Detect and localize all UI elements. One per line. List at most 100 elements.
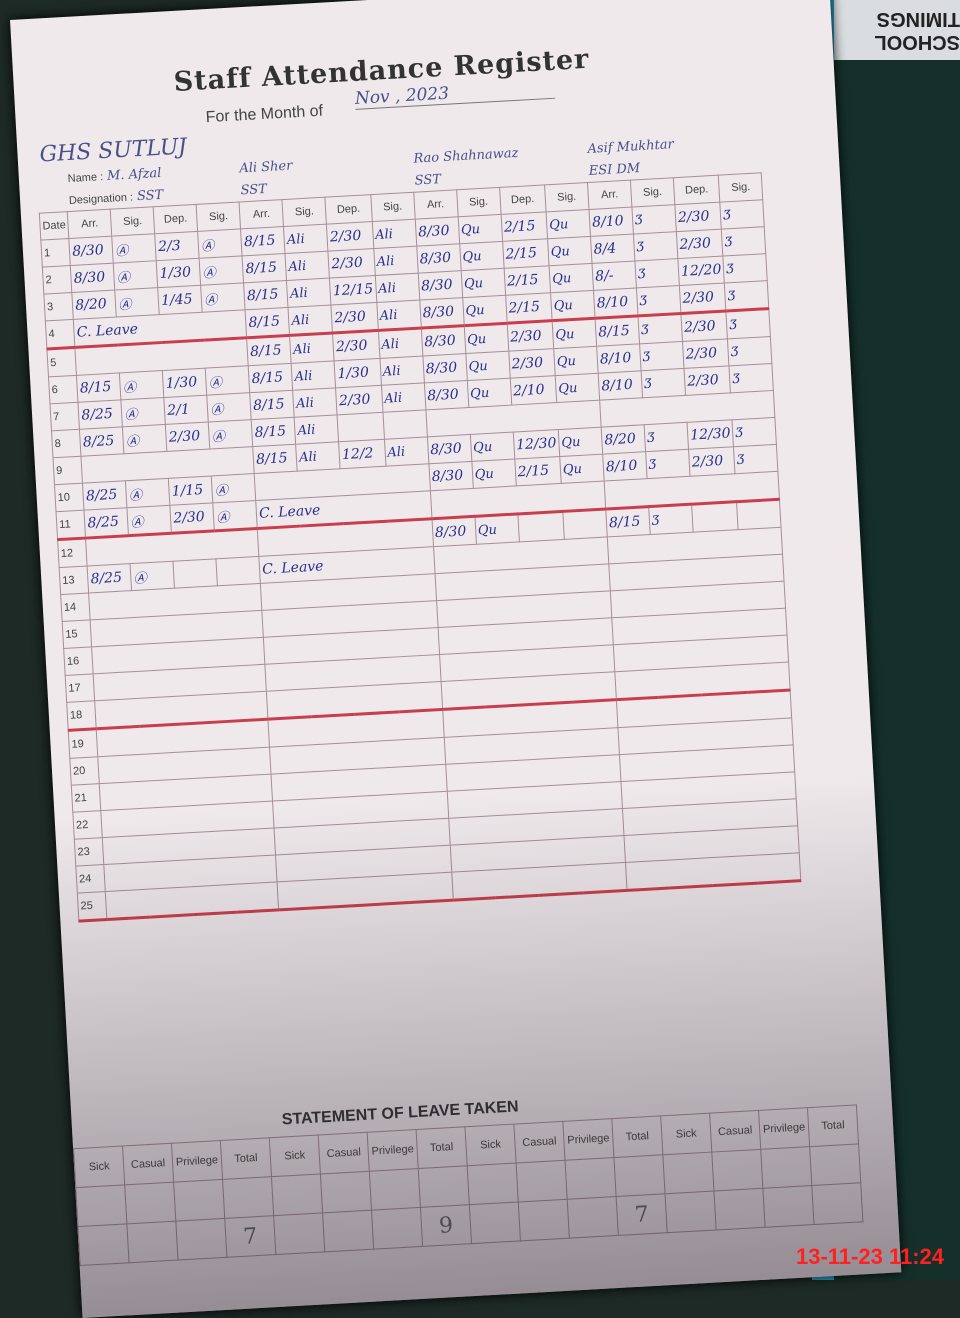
- leave-cell: [760, 1146, 812, 1189]
- leave-header: Total: [416, 1126, 468, 1169]
- designation-label: Designation :: [68, 190, 134, 207]
- column-header: Dep.: [499, 184, 547, 215]
- signature: Ʒ: [636, 285, 681, 316]
- departure-time: 2/15: [500, 211, 548, 242]
- signature: Ⓐ: [211, 473, 256, 503]
- arrival-time: 8/30: [427, 434, 472, 464]
- leave-value: [567, 1196, 619, 1239]
- signature: Ʒ: [723, 253, 768, 284]
- signature: Qu: [553, 346, 599, 376]
- staff-name: Asif Mukhtar: [587, 136, 675, 157]
- leave-header: Sick: [73, 1145, 125, 1188]
- signature: Qu: [469, 432, 515, 462]
- leave-value: [273, 1212, 325, 1255]
- signature: Ⓐ: [200, 282, 246, 313]
- signature: Qu: [550, 290, 596, 321]
- departure-time: 1/30: [156, 258, 201, 288]
- staff-designation: SST: [414, 171, 442, 189]
- arrival-time: 8/10: [602, 451, 648, 482]
- signature: Ali: [294, 414, 339, 445]
- signature: [216, 556, 261, 586]
- date-cell: 6: [48, 375, 79, 404]
- arrival-time: 8/20: [601, 424, 646, 455]
- arrival-time: 8/15: [76, 372, 122, 403]
- arrival-time: 8/30: [428, 461, 473, 491]
- staff-name: Ali Sher: [238, 157, 293, 176]
- arrival-time: 8/10: [593, 287, 638, 319]
- leave-header: Privilege: [758, 1107, 810, 1150]
- column-header: Arr.: [587, 180, 632, 210]
- departure-time: 2/30: [508, 348, 556, 379]
- signature: Ali: [292, 387, 338, 418]
- signature: Ali: [289, 332, 335, 364]
- arrival-time: 8/10: [588, 207, 634, 237]
- signature: Qu: [474, 513, 520, 545]
- signature: Ali: [374, 273, 420, 303]
- arrival-time: 8/15: [246, 335, 292, 366]
- signature: Ali: [285, 251, 330, 281]
- signature: Ⓐ: [119, 370, 165, 400]
- leave-header: Casual: [709, 1110, 761, 1153]
- signature: [382, 409, 428, 440]
- signature: Qu: [558, 427, 603, 457]
- column-header: Arr.: [413, 189, 458, 220]
- signature: Ʒ: [733, 444, 779, 474]
- departure-time: 2/30: [170, 502, 215, 534]
- leave-value: 9: [420, 1204, 472, 1247]
- departure-time: 1/30: [334, 358, 382, 388]
- signature: Ali: [376, 300, 421, 331]
- arrival-time: 8/10: [598, 370, 643, 401]
- date-cell: 18: [66, 700, 97, 731]
- leave-header: Privilege: [367, 1129, 419, 1172]
- departure-time: [691, 501, 739, 533]
- leave-cell: [320, 1171, 372, 1213]
- leave-value: [762, 1185, 814, 1228]
- leave-cell: [124, 1182, 176, 1224]
- arrival-time: 8/30: [419, 297, 464, 329]
- signature: Qu: [460, 268, 506, 298]
- column-header: Sig.: [370, 192, 415, 222]
- signature: Qu: [552, 318, 597, 349]
- arrival-time: 8/30: [69, 236, 114, 266]
- leave-header: Sick: [464, 1124, 517, 1166]
- signature: Qu: [547, 236, 592, 266]
- signature: Ⓐ: [111, 233, 157, 264]
- date-cell: 3: [43, 292, 74, 321]
- signature: Qu: [549, 263, 594, 293]
- leave-value: [371, 1207, 423, 1250]
- column-header: Sig.: [544, 182, 589, 212]
- signature: Ʒ: [724, 280, 770, 311]
- signature: Ⓐ: [125, 478, 171, 508]
- arrival-time: 8/15: [249, 390, 295, 420]
- signature: Ⓐ: [121, 397, 166, 427]
- arrival-time: 8/30: [431, 516, 477, 547]
- arrival-time: 8/15: [242, 253, 287, 283]
- column-header: Arr.: [239, 199, 284, 229]
- signature: Ⓐ: [197, 228, 243, 259]
- name-label: Name :: [67, 170, 104, 185]
- leave-value: [665, 1191, 717, 1233]
- leave-cell: [711, 1149, 763, 1192]
- departure-time: 2/15: [505, 292, 553, 324]
- date-cell: 8: [51, 429, 82, 458]
- arrival-time: 8/30: [424, 380, 469, 410]
- signature: Ali: [378, 328, 423, 359]
- leave-header: Casual: [122, 1143, 174, 1185]
- leave-cell: [173, 1179, 225, 1222]
- date-cell: 10: [54, 483, 85, 512]
- signature: Qu: [457, 214, 503, 244]
- signature: Ⓐ: [113, 260, 158, 291]
- leave-value: [518, 1199, 570, 1241]
- departure-time: 2/30: [326, 221, 374, 252]
- date-cell: 1: [40, 238, 71, 268]
- arrival-time: 8/25: [78, 399, 123, 430]
- signature: Ali: [288, 305, 333, 336]
- signature: Qu: [459, 241, 504, 271]
- departure-time: 2/30: [332, 330, 380, 361]
- column-header: Dep.: [325, 194, 372, 225]
- signature: Ⓐ: [208, 419, 253, 450]
- departure-time: 2/30: [165, 422, 211, 452]
- date-cell: 13: [59, 566, 89, 595]
- leave-value: [77, 1223, 130, 1266]
- date-cell: 12: [57, 538, 88, 568]
